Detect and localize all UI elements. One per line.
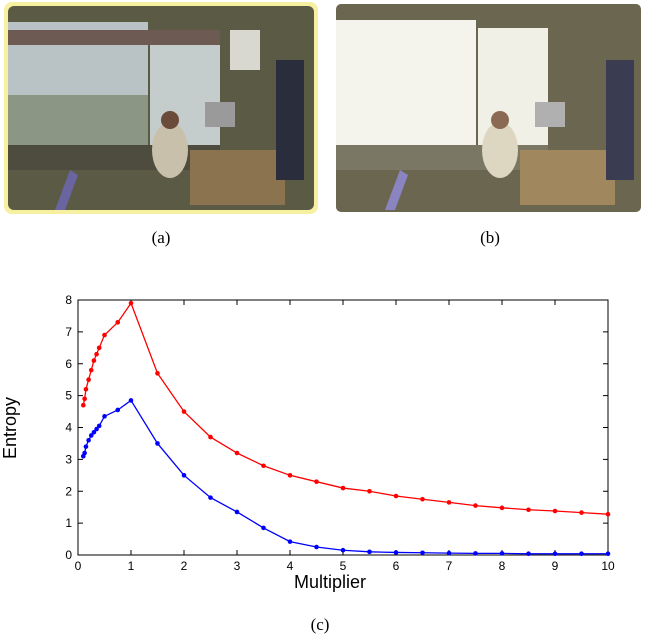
data-point bbox=[181, 473, 187, 478]
data-point bbox=[234, 509, 240, 515]
x-tick-label: 5 bbox=[340, 559, 347, 573]
data-point bbox=[128, 398, 134, 403]
data-point bbox=[420, 550, 425, 556]
data-point bbox=[314, 544, 319, 550]
data-point bbox=[128, 300, 134, 306]
data-point bbox=[473, 503, 478, 508]
data-point bbox=[208, 495, 213, 500]
x-tick-label: 3 bbox=[234, 559, 241, 573]
data-point bbox=[181, 409, 187, 414]
data-point bbox=[96, 345, 102, 351]
data-point bbox=[287, 539, 293, 544]
data-point bbox=[261, 463, 266, 469]
caption: (a) bbox=[152, 228, 171, 247]
caption: (c) bbox=[311, 615, 330, 634]
photo-b bbox=[336, 4, 641, 212]
data-point bbox=[155, 371, 160, 376]
data-point bbox=[83, 386, 89, 392]
y-tick-label: 1 bbox=[65, 516, 72, 530]
data-point bbox=[234, 450, 240, 456]
x-axis-label: Multiplier bbox=[294, 572, 366, 592]
data-point bbox=[91, 358, 97, 363]
data-point bbox=[420, 496, 425, 502]
data-point bbox=[287, 473, 293, 478]
y-tick-label: 5 bbox=[65, 389, 72, 403]
y-tick-label: 2 bbox=[65, 484, 72, 498]
data-point bbox=[605, 511, 611, 517]
data-point bbox=[94, 351, 99, 357]
data-point bbox=[115, 320, 121, 325]
data-point bbox=[526, 507, 531, 513]
y-tick-label: 6 bbox=[65, 357, 72, 371]
x-tick-label: 7 bbox=[446, 559, 453, 573]
plot-frame bbox=[77, 299, 609, 556]
data-point bbox=[88, 433, 94, 438]
data-point bbox=[82, 396, 87, 402]
y-tick-label: 4 bbox=[65, 421, 72, 435]
x-tick-label: 0 bbox=[75, 559, 82, 573]
data-point bbox=[499, 505, 505, 511]
y-tick-label: 8 bbox=[65, 293, 72, 307]
y-tick-label: 0 bbox=[65, 548, 72, 562]
data-point bbox=[96, 423, 102, 429]
data-point bbox=[367, 549, 372, 555]
data-point bbox=[86, 377, 91, 382]
data-point bbox=[499, 551, 505, 556]
data-point bbox=[340, 485, 346, 491]
data-point bbox=[81, 402, 86, 408]
data-point bbox=[102, 414, 107, 419]
data-point bbox=[446, 550, 452, 556]
series-line bbox=[82, 399, 608, 555]
series-line bbox=[82, 301, 609, 515]
data-point bbox=[82, 450, 87, 456]
data-point bbox=[579, 510, 584, 515]
data-point bbox=[579, 551, 584, 557]
x-tick-label: 4 bbox=[287, 559, 294, 573]
data-point bbox=[314, 479, 319, 484]
data-point bbox=[552, 551, 558, 557]
data-point bbox=[94, 426, 99, 432]
data-point bbox=[605, 551, 611, 557]
x-tick-label: 10 bbox=[601, 559, 615, 573]
data-point bbox=[340, 547, 346, 553]
data-point bbox=[102, 332, 107, 338]
data-point bbox=[446, 500, 452, 505]
data-point bbox=[155, 441, 160, 446]
x-tick-label: 2 bbox=[181, 559, 188, 573]
data-point bbox=[526, 551, 531, 557]
x-tick-label: 1 bbox=[128, 559, 135, 573]
data-point bbox=[88, 367, 94, 373]
data-point bbox=[261, 525, 266, 531]
x-tick-label: 6 bbox=[393, 559, 400, 573]
y-tick-label: 7 bbox=[65, 325, 72, 339]
data-point bbox=[367, 488, 372, 494]
data-point bbox=[552, 508, 558, 514]
data-point bbox=[115, 407, 121, 413]
data-point bbox=[83, 444, 89, 449]
y-axis-label: Entropy bbox=[0, 397, 20, 459]
data-point bbox=[208, 434, 213, 440]
data-point bbox=[393, 550, 399, 555]
caption: (b) bbox=[480, 228, 500, 247]
data-point bbox=[393, 493, 399, 499]
photo-a bbox=[4, 2, 318, 214]
y-tick-label: 3 bbox=[65, 452, 72, 466]
data-point bbox=[86, 437, 91, 443]
x-tick-label: 9 bbox=[552, 559, 559, 573]
data-point bbox=[91, 429, 97, 435]
x-tick-label: 8 bbox=[499, 559, 506, 573]
data-point bbox=[473, 551, 478, 556]
